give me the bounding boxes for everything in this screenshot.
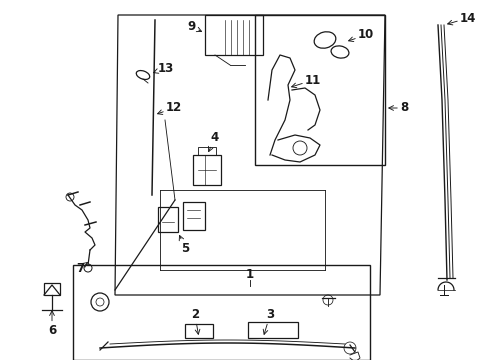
Bar <box>204 15 263 55</box>
Text: 11: 11 <box>291 73 321 88</box>
Text: 7: 7 <box>76 261 87 274</box>
Bar <box>193 155 221 185</box>
Text: 1: 1 <box>245 269 254 282</box>
Text: 12: 12 <box>157 102 182 114</box>
Text: 10: 10 <box>348 28 373 41</box>
Text: 13: 13 <box>153 62 174 75</box>
Bar <box>247 322 297 338</box>
Text: 3: 3 <box>263 309 273 334</box>
Bar <box>198 147 216 155</box>
Text: 9: 9 <box>187 21 201 33</box>
Bar <box>254 15 384 165</box>
Text: 14: 14 <box>447 12 475 25</box>
Bar <box>183 202 204 230</box>
Text: 4: 4 <box>208 131 219 152</box>
Bar <box>184 324 213 338</box>
Bar <box>158 207 178 232</box>
Text: 8: 8 <box>388 102 407 114</box>
Text: 5: 5 <box>179 235 189 255</box>
Bar <box>44 283 60 295</box>
Text: 2: 2 <box>190 309 200 334</box>
Text: 6: 6 <box>48 311 56 337</box>
Bar <box>73 265 369 360</box>
